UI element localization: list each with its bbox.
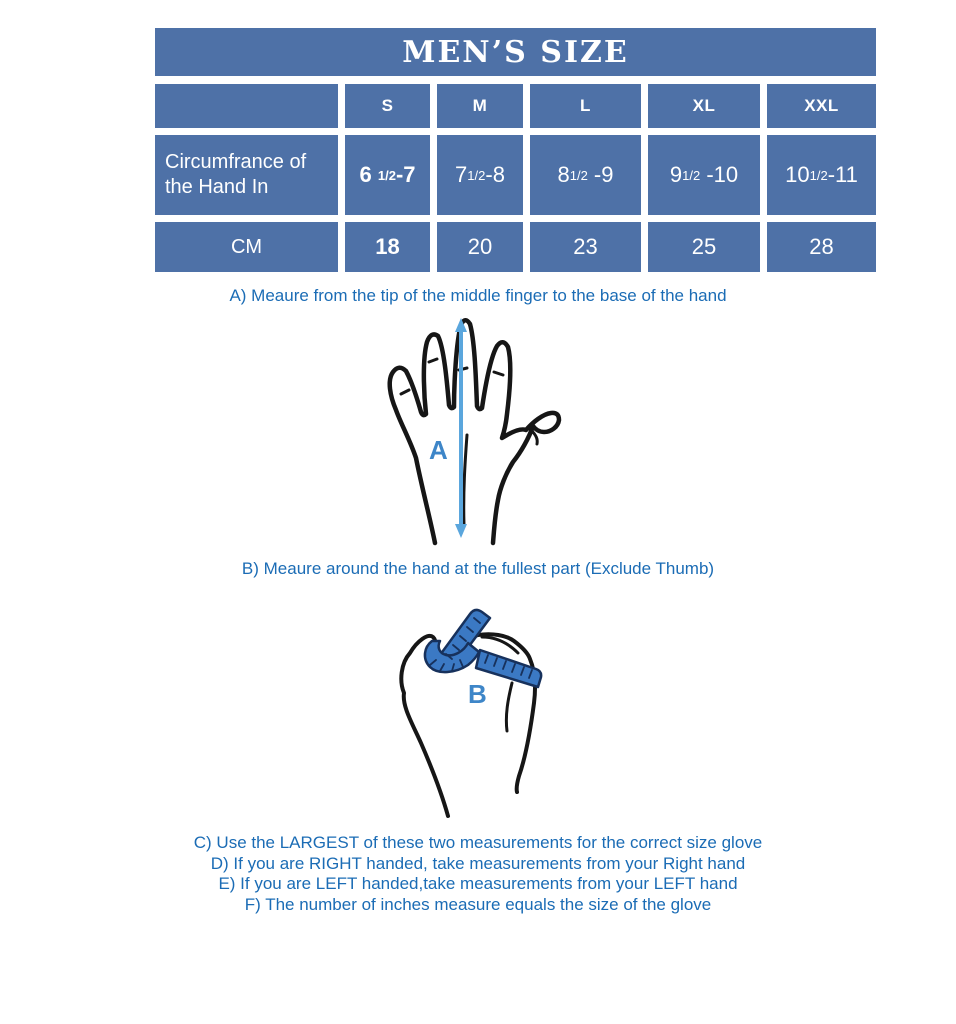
row-label-circumference: Circumfrance of the Hand In (155, 135, 338, 215)
cell-inches-m: 7 1/2 -8 (437, 135, 523, 215)
row-label-cm: CM (155, 222, 338, 272)
diagram-label-a: A (429, 435, 448, 465)
tape-segment-up (438, 608, 492, 663)
column-header-l: L (530, 84, 641, 128)
instruction-list: C) Use the LARGEST of these two measurem… (0, 833, 956, 915)
inch-fraction: 1/2 (377, 167, 396, 183)
cell-cm-xxl: 28 (767, 222, 876, 272)
mens-size-table: MEN’S SIZE S M L XL XXL Circumfrance of … (155, 28, 876, 272)
table-grid: S M L XL XXL Circumfrance of the Hand In… (155, 84, 876, 272)
inch-value-part: 8 (557, 162, 570, 187)
cell-inches-s: 6 1/2 -7 (345, 135, 430, 215)
measuring-tape (423, 608, 543, 689)
inch-value-part: -11 (827, 162, 858, 187)
measure-arrow-a (455, 318, 467, 538)
tape-segment-fold (423, 639, 481, 674)
table-title: MEN’S SIZE (155, 28, 876, 76)
column-header-xl: XL (648, 84, 760, 128)
column-header-xxl: XXL (767, 84, 876, 128)
table-cell-blank (155, 84, 338, 128)
cell-cm-l: 23 (530, 222, 641, 272)
cell-cm-xl: 25 (648, 222, 760, 272)
fist-measure-diagram: B (399, 608, 543, 818)
inch-value-part: 9 (669, 162, 683, 187)
inch-value-part: -7 (395, 162, 416, 187)
instruction-d: D) If you are RIGHT handed, take measure… (210, 853, 746, 873)
instruction-a: A) Meaure from the tip of the middle fin… (229, 286, 727, 305)
instruction-c: C) Use the LARGEST of these two measurem… (193, 833, 763, 852)
instruction-b: B) Meaure around the hand at the fullest… (241, 559, 715, 578)
inch-value-part: -8 (485, 162, 505, 187)
inch-value-part: 10 (785, 162, 810, 187)
cell-cm-s: 18 (345, 222, 430, 272)
hand-outline (387, 318, 562, 546)
instruction-e: E) If you are LEFT handed,take measureme… (218, 874, 738, 893)
inch-value-part: 6 (359, 162, 378, 187)
diagram-label-b: B (468, 679, 487, 709)
cell-inches-xl: 9 1/2 -10 (648, 135, 760, 215)
fist-crease-details (480, 635, 520, 733)
inch-value-part: 7 (455, 162, 468, 187)
cell-inches-l: 8 1/2 -9 (530, 135, 641, 215)
tape-tick-marks (429, 617, 533, 679)
column-header-s: S (345, 84, 430, 128)
tape-segment-long (474, 648, 543, 689)
column-header-m: M (437, 84, 523, 128)
instruction-f: F) The number of inches measure equals t… (244, 894, 712, 914)
cell-inches-xxl: 10 1/2 -11 (767, 135, 876, 215)
inch-fraction: 1/2 (569, 167, 588, 183)
inch-value-part: -9 (587, 162, 614, 187)
inch-fraction: 1/2 (467, 167, 486, 183)
inch-fraction: 1/2 (809, 167, 828, 183)
inch-value-part: -10 (700, 162, 739, 187)
cell-cm-m: 20 (437, 222, 523, 272)
inch-fraction: 1/2 (682, 167, 701, 183)
open-hand-measure-diagram: A (387, 318, 562, 546)
